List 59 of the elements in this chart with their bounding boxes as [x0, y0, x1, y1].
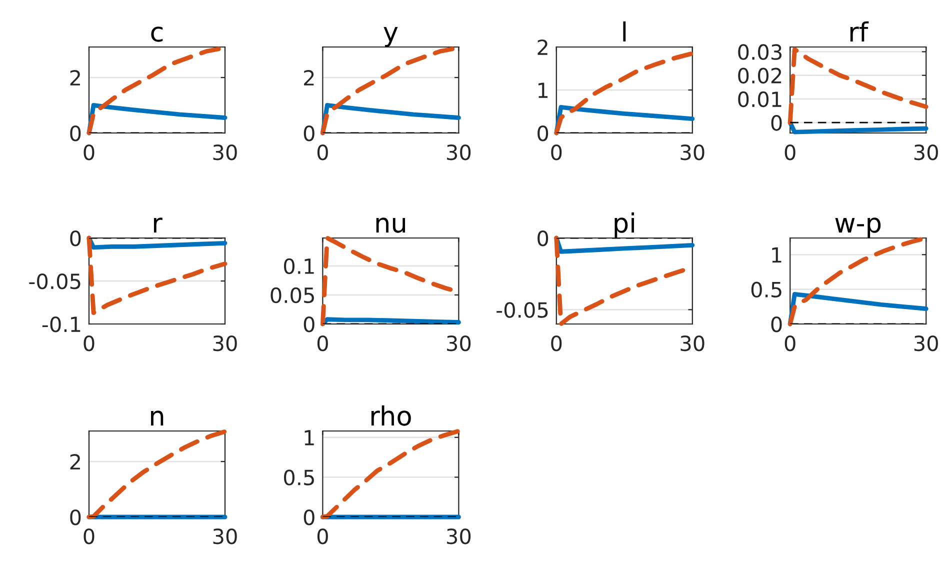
y-tick-label: 0 [304, 316, 314, 332]
x-tick-label: 30 [447, 144, 471, 160]
y-tick-label: 0 [538, 230, 548, 246]
y-tick-label: 2 [70, 70, 80, 86]
x-tick-label: 30 [914, 144, 938, 160]
x-tick-label: 0 [317, 335, 328, 352]
chart-title: r [154, 218, 162, 232]
x-tick-label: 0 [84, 144, 94, 160]
x-tick-label: 0 [551, 335, 562, 352]
x-tick-label: 30 [680, 144, 704, 160]
y-tick-label: 2 [304, 70, 314, 86]
y-tick-label: 0.5 [284, 470, 314, 486]
y-tick-label: 0 [304, 509, 314, 526]
y-tick-label: 0 [304, 125, 314, 142]
chart-title: c [151, 26, 163, 42]
x-tick-label: 0 [84, 528, 94, 544]
y-tick-label: -0.05 [29, 273, 80, 290]
y-tick-label: 0.03 [738, 44, 782, 60]
chart-title: y [384, 27, 398, 47]
chart-title: rho [371, 405, 411, 426]
y-tick-label: 2 [538, 39, 548, 55]
y-tick-label: 0.1 [284, 258, 314, 274]
y-tick-label: 0 [771, 115, 782, 131]
x-tick-label: 0 [551, 144, 562, 160]
y-tick-label: 0.05 [270, 287, 314, 304]
chart-title: w-p [835, 218, 881, 238]
chart-title: l [623, 21, 626, 42]
x-tick-label: 30 [914, 335, 938, 352]
y-tick-label: 0 [538, 125, 548, 142]
y-tick-label: 1 [538, 82, 548, 98]
y-tick-label: 1 [772, 247, 782, 263]
x-tick-label: 30 [213, 335, 237, 352]
y-tick-label: -0.05 [496, 302, 548, 318]
x-tick-label: 30 [447, 528, 471, 544]
line-series [86, 429, 228, 520]
x-tick-label: 0 [784, 335, 796, 352]
y-tick-label: 0.02 [738, 68, 782, 84]
y-tick-label: 0 [70, 125, 81, 142]
y-tick-label: 0 [771, 316, 782, 332]
x-tick-label: 30 [447, 335, 471, 352]
y-tick-label: 0.5 [751, 282, 782, 298]
y-tick-label: 1 [304, 430, 314, 446]
x-tick-label: 0 [784, 144, 796, 160]
x-tick-label: 0 [84, 335, 94, 352]
x-tick-label: 30 [213, 144, 237, 160]
x-tick-label: 30 [680, 335, 704, 352]
line-series [320, 428, 461, 520]
y-tick-label: 0 [70, 509, 81, 526]
y-tick-label: -0.1 [42, 316, 80, 332]
y-tick-label: 2 [70, 454, 80, 470]
y-tick-label: 0.01 [738, 91, 782, 108]
chart-title: nu [376, 218, 406, 233]
x-tick-label: 0 [317, 144, 328, 160]
chart-title: rf [850, 21, 869, 42]
x-tick-label: 30 [213, 528, 237, 544]
chart-title: pi [614, 212, 634, 238]
x-tick-label: 0 [317, 528, 328, 544]
chart-title: n [151, 410, 164, 426]
y-tick-label: 0 [70, 230, 81, 246]
